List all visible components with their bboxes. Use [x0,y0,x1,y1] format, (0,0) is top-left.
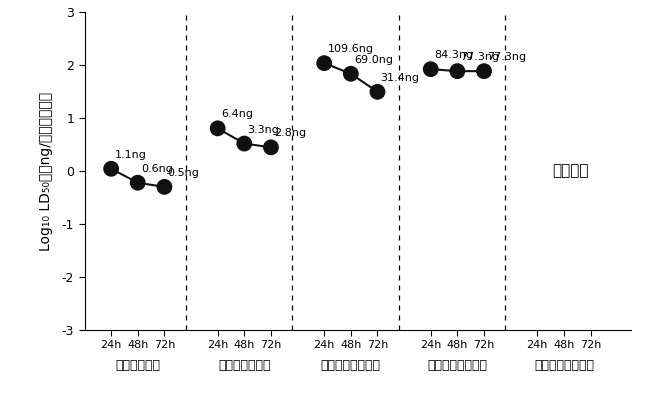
Text: 0.5ng: 0.5ng [168,168,200,178]
Text: 77.3ng: 77.3ng [488,52,526,62]
Text: 2.8ng: 2.8ng [274,129,306,138]
Point [106,166,116,172]
Text: 1.1ng: 1.1ng [114,150,146,160]
Text: 測定不能: 測定不能 [552,164,589,178]
Text: 84.3ng: 84.3ng [434,50,473,60]
Text: ヒドラメチルノン: ヒドラメチルノン [534,359,594,372]
Text: 69.0ng: 69.0ng [354,55,393,65]
Y-axis label: Log₁₀ LD₅₀値（ng/アリ１個体）: Log₁₀ LD₅₀値（ng/アリ１個体） [40,91,53,250]
Point [452,68,463,75]
Text: インドキサカルブ: インドキサカルブ [321,359,381,372]
Point [319,60,330,66]
Text: 3.3ng: 3.3ng [248,124,280,135]
Point [479,68,489,75]
Text: 6.4ng: 6.4ng [221,109,253,119]
Point [159,184,170,190]
Point [239,140,250,147]
Point [372,89,383,95]
Point [426,66,436,73]
Text: 0.6ng: 0.6ng [141,164,173,174]
Text: 31.4ng: 31.4ng [381,73,420,83]
Text: 109.6ng: 109.6ng [328,44,373,54]
Point [133,179,143,186]
Point [346,70,356,77]
Text: イミダクロプリド: イミダクロプリド [428,359,488,372]
Text: 77.3ng: 77.3ng [461,52,500,62]
Text: チアメトキサム: チアメトキサム [218,359,270,372]
Point [213,125,223,132]
Text: フィボロニル: フィボロニル [115,359,161,372]
Point [266,144,276,151]
